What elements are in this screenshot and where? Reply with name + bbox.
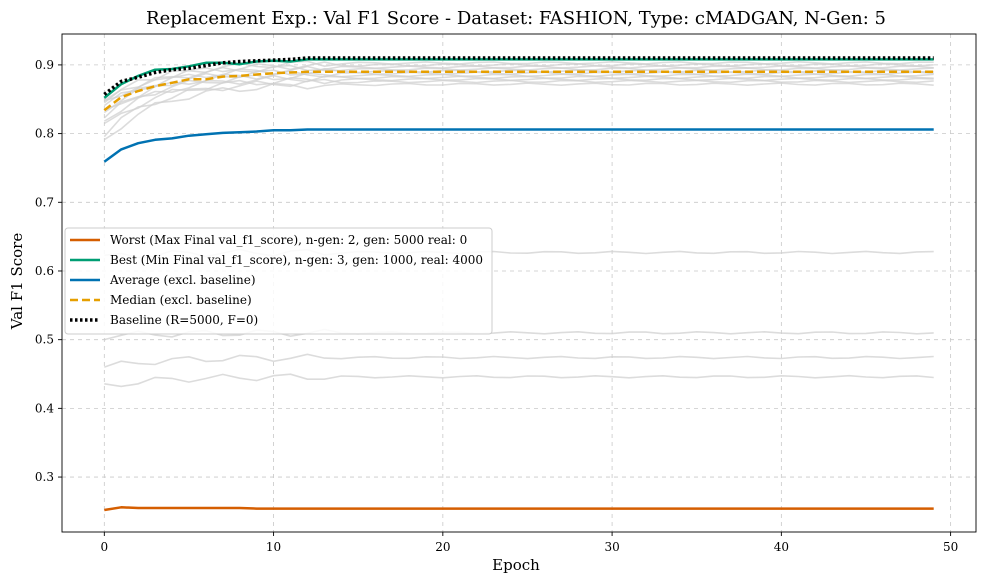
chart-title: Replacement Exp.: Val F1 Score - Dataset…	[146, 8, 886, 29]
series-lines	[103, 56, 934, 512]
median-series-line	[103, 70, 934, 112]
y-tick-label: 0.3	[35, 470, 54, 484]
x-axis-label: Epoch	[492, 556, 540, 574]
legend-label-median: Median (excl. baseline)	[110, 293, 252, 307]
y-tick-label: 0.8	[35, 127, 54, 141]
background-run-line	[103, 74, 934, 122]
legend-box	[64, 227, 493, 335]
y-tick-label: 0.5	[35, 333, 54, 347]
y-tick-label: 0.7	[35, 195, 54, 209]
x-axis-ticks: 0 10 20 30 40 50	[100, 532, 958, 554]
x-tick-label: 30	[604, 540, 619, 554]
y-tick-label: 0.6	[35, 264, 54, 278]
legend-label-worst: Worst (Max Final val_f1_score), n-gen: 2…	[110, 233, 467, 247]
background-run-line	[103, 82, 934, 141]
background-run-line	[104, 64, 934, 102]
legend-label-baseline: Baseline (R=5000, F=0)	[110, 313, 258, 327]
legend-label-best: Best (Min Final val_f1_score), n-gen: 3,…	[110, 253, 483, 267]
legend: Worst (Max Final val_f1_score), n-gen: 2…	[64, 227, 493, 335]
background-runs	[103, 60, 934, 388]
x-tick-label: 0	[100, 540, 108, 554]
baseline-series-line	[103, 56, 934, 96]
x-tick-label: 10	[266, 540, 281, 554]
background-run-line	[104, 353, 934, 368]
y-axis-label: Val F1 Score	[8, 233, 26, 331]
x-tick-label: 40	[774, 540, 789, 554]
y-tick-label: 0.9	[35, 58, 54, 72]
legend-label-average: Average (excl. baseline)	[109, 273, 256, 287]
y-axis-ticks: 0.3 0.4 0.5 0.6 0.7 0.8 0.9	[35, 58, 62, 484]
average-series-line	[103, 128, 934, 163]
x-tick-label: 50	[943, 540, 958, 554]
background-run-line	[103, 61, 934, 104]
background-run-line	[104, 373, 934, 388]
background-run-line	[103, 78, 934, 138]
worst-series-line	[104, 506, 934, 512]
plot-frame	[61, 33, 977, 533]
y-tick-label: 0.4	[35, 401, 54, 415]
x-tick-label: 20	[435, 540, 450, 554]
